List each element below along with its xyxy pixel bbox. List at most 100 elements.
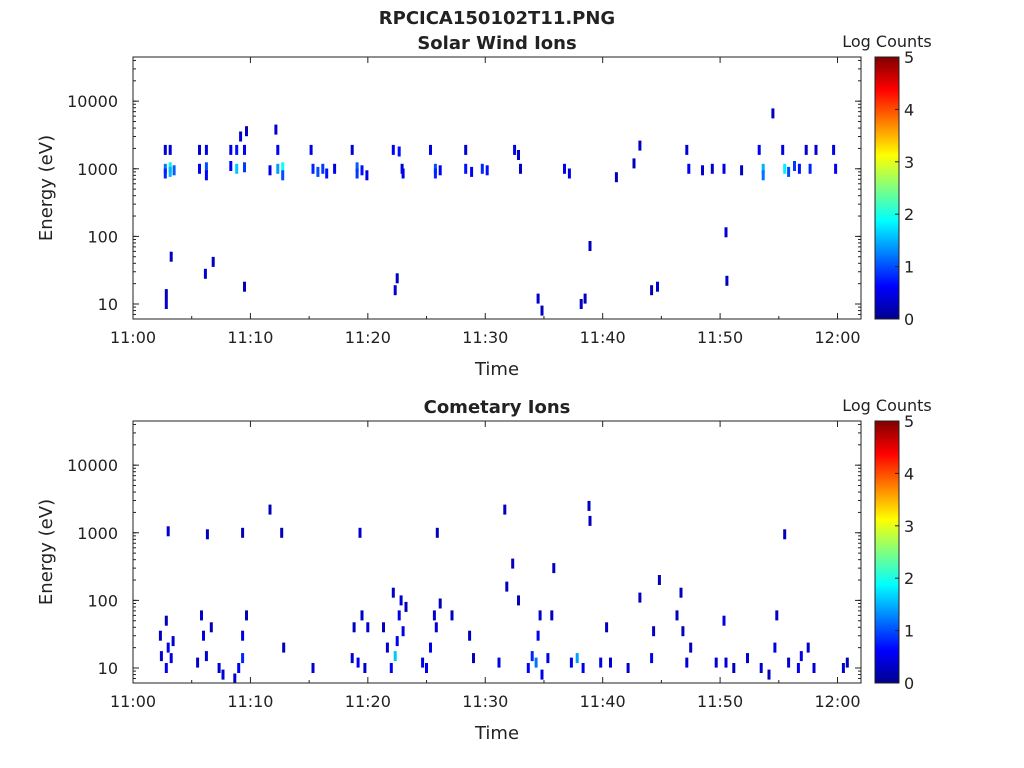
heatmap-cell — [438, 165, 442, 176]
heatmap-cell — [812, 663, 816, 673]
heatmap-cell — [536, 293, 540, 304]
y-axis-ticks: 10 100 1000 10000 — [67, 423, 861, 684]
heatmap-cell — [434, 622, 438, 633]
heatmap-cell — [421, 657, 425, 668]
heatmap-cell — [166, 642, 170, 653]
heatmap-cell — [164, 615, 168, 626]
heatmap-cell — [432, 610, 436, 621]
heatmap-cell — [316, 166, 320, 177]
heatmap-cell — [761, 170, 765, 181]
heatmap-cells — [158, 500, 849, 684]
heatmap-cell — [470, 166, 474, 177]
heatmap-cell — [366, 622, 370, 633]
heatmap-cell — [311, 663, 315, 673]
heatmap-cell — [732, 663, 736, 673]
heatmap-cell — [395, 636, 399, 647]
heatmap-cell — [652, 626, 656, 637]
heatmap-cell — [229, 144, 233, 155]
colorbar-tick-label: 1 — [904, 622, 914, 641]
heatmap-cell — [425, 663, 428, 673]
heatmap-cell — [579, 299, 583, 309]
heatmap-cell — [609, 657, 612, 668]
heatmap-cell — [435, 527, 439, 538]
colorbar-tick-label: 5 — [904, 412, 914, 431]
heatmap-cell — [497, 657, 501, 668]
heatmap-cell — [311, 163, 315, 174]
x-tick-label: 11:30 — [462, 692, 508, 711]
colorbar-tick-label: 4 — [904, 464, 914, 483]
heatmap-cell — [171, 636, 175, 647]
heatmap-cell — [550, 610, 554, 621]
heatmap-cell — [588, 515, 592, 526]
heatmap-cell — [385, 642, 389, 653]
heatmap-cell — [799, 651, 803, 662]
heatmap-cell — [832, 144, 836, 155]
heatmap-cell — [350, 653, 354, 664]
heatmap-cell — [204, 162, 208, 173]
x-axis-ticks: 11:00 11:10 11:20 11:30 11:40 11:50 12:00 — [110, 57, 861, 347]
panel-solar-wind-ions: Solar Wind Ions Log Counts 11:00 11:10 11:… — [36, 32, 932, 380]
heatmap-cell — [325, 168, 329, 179]
heatmap-cell — [389, 663, 393, 673]
colorbar-tick-label: 1 — [904, 258, 914, 277]
heatmap-cell — [200, 610, 203, 621]
heatmap-cell — [511, 558, 515, 569]
heatmap-cell — [433, 168, 437, 179]
heatmap-cell — [172, 165, 176, 176]
heatmap-cell — [404, 601, 408, 612]
heatmap-cell — [401, 168, 405, 179]
heatmap-cell — [530, 651, 534, 662]
heatmap-cell — [164, 663, 168, 673]
heatmap-cell — [243, 281, 246, 292]
heatmap-cell — [605, 622, 609, 633]
heatmap-cell — [773, 642, 777, 653]
heatmap-cell — [808, 163, 812, 174]
heatmap-cell — [268, 165, 272, 176]
heatmap-cell — [233, 673, 237, 684]
x-axis-label: Time — [474, 359, 519, 380]
plot-frame — [132, 420, 862, 684]
x-axis-ticks: 11:00 11:10 11:20 11:30 11:40 11:50 12:00 — [110, 421, 861, 711]
heatmap-cell — [282, 642, 286, 653]
heatmap-cell — [567, 168, 571, 179]
heatmap-cell — [235, 163, 239, 174]
heatmap-cell — [806, 642, 810, 653]
heatmap-cell — [168, 144, 172, 155]
heatmap-cell — [166, 526, 170, 537]
heatmap-cell — [268, 504, 272, 515]
heatmap-cell — [350, 144, 354, 155]
heatmap-cell — [202, 630, 205, 641]
x-tick-label: 11:10 — [227, 328, 273, 347]
heatmap-cell — [360, 165, 364, 176]
heatmap-cell — [650, 653, 654, 664]
heatmap-cell — [845, 657, 849, 668]
heatmap-cell — [841, 663, 845, 673]
heatmap-cell — [505, 581, 509, 592]
heatmap-cell — [217, 663, 221, 673]
heatmap-cell — [588, 241, 592, 251]
heatmap-cell — [237, 663, 241, 673]
heatmap-cell — [280, 527, 284, 538]
heatmap-cell — [675, 610, 679, 621]
heatmap-cell — [355, 168, 359, 179]
colorbar-tick-label: 2 — [904, 205, 914, 224]
heatmap-cell — [397, 610, 401, 621]
x-tick-label: 11:40 — [580, 328, 626, 347]
x-tick-label: 11:50 — [697, 692, 743, 711]
colorbar — [874, 420, 900, 684]
heatmap-cell — [536, 630, 540, 641]
heatmap-cell — [746, 653, 749, 664]
x-axis-label: Time — [474, 723, 519, 744]
heatmap-cell — [540, 669, 544, 680]
plot-area — [133, 57, 861, 319]
heatmap-cell — [276, 144, 280, 155]
heatmap-cell — [169, 653, 173, 664]
heatmap-cell — [281, 162, 285, 173]
heatmap-cell — [757, 144, 761, 155]
x-tick-label: 11:40 — [580, 692, 626, 711]
heatmap-cell — [740, 165, 744, 176]
heatmap-cell — [581, 663, 585, 673]
heatmap-cell — [685, 144, 689, 155]
heatmap-cell — [796, 663, 800, 673]
heatmap-cell — [681, 626, 685, 637]
